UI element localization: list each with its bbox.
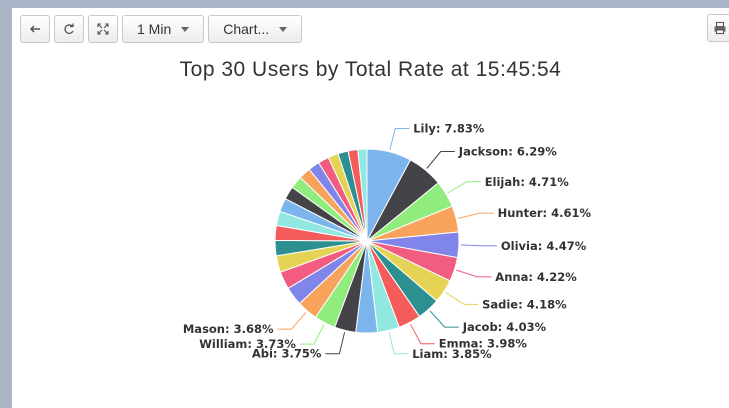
label-connector — [426, 151, 455, 169]
data-label-lily: Lily: 7.83% — [413, 122, 485, 136]
back-button[interactable] — [20, 15, 50, 43]
label-connector — [389, 128, 410, 150]
pie-chart: Lily: 7.83% Jackson: 6.29% Elijah: 4.71% Hu… — [183, 122, 592, 361]
label-connector — [299, 324, 325, 345]
chart-menu-dropdown[interactable]: Chart... — [208, 15, 303, 43]
pie-slice[interactable] — [357, 148, 368, 242]
label-connector — [445, 291, 479, 305]
data-label-abi: Abi: 3.75% — [252, 347, 322, 361]
chart-toolbar: 1 Min Chart... — [20, 14, 303, 44]
interval-dropdown[interactable]: 1 Min — [122, 15, 205, 43]
data-label-hunter: Hunter: 4.61% — [498, 206, 592, 220]
chevron-down-icon — [181, 26, 190, 32]
label-connector — [277, 312, 307, 330]
print-button[interactable] — [707, 14, 729, 42]
data-label-william: William: 3.73% — [199, 337, 296, 351]
refresh-button[interactable] — [54, 15, 84, 43]
data-label-olivia: Olivia: 4.47% — [501, 239, 587, 253]
chevron-down-icon — [279, 26, 288, 32]
label-connector — [456, 269, 492, 278]
window-frame-left — [0, 8, 12, 408]
chart-menu-label: Chart... — [223, 21, 270, 37]
print-icon — [714, 21, 726, 35]
pie-slices — [274, 148, 460, 334]
back-arrow-icon — [29, 25, 40, 33]
data-label-mason: Mason: 3.68% — [183, 322, 274, 336]
label-connector — [447, 181, 481, 194]
data-label-sadie: Sadie: 4.18% — [482, 297, 567, 311]
data-label-jacob: Jacob: 4.03% — [462, 320, 547, 334]
pie-labels: Lily: 7.83% Jackson: 6.29% Elijah: 4.71% Hu… — [183, 122, 592, 361]
label-connector — [325, 332, 346, 355]
label-connector — [460, 244, 497, 247]
label-connector — [429, 310, 459, 328]
data-label-liam: Liam: 3.85% — [412, 347, 492, 361]
interval-dropdown-label: 1 Min — [137, 21, 172, 37]
data-label-emma: Emma: 3.98% — [439, 337, 528, 351]
data-label-anna: Anna: 4.22% — [495, 270, 577, 284]
label-connector — [458, 212, 494, 219]
label-connector — [388, 332, 409, 355]
data-label-elijah: Elijah: 4.71% — [485, 175, 570, 189]
fullscreen-icon — [97, 23, 109, 35]
window-frame-top — [0, 0, 729, 8]
fullscreen-button[interactable] — [88, 15, 118, 43]
refresh-icon — [64, 23, 74, 34]
chart-panel: 1 Min Chart... Top 30 Users by Total Rat… — [12, 8, 729, 408]
chart-title: Top 30 Users by Total Rate at 15:45:54 — [179, 58, 562, 81]
label-connector — [410, 324, 435, 345]
data-label-jackson: Jackson: 6.29% — [458, 145, 557, 159]
